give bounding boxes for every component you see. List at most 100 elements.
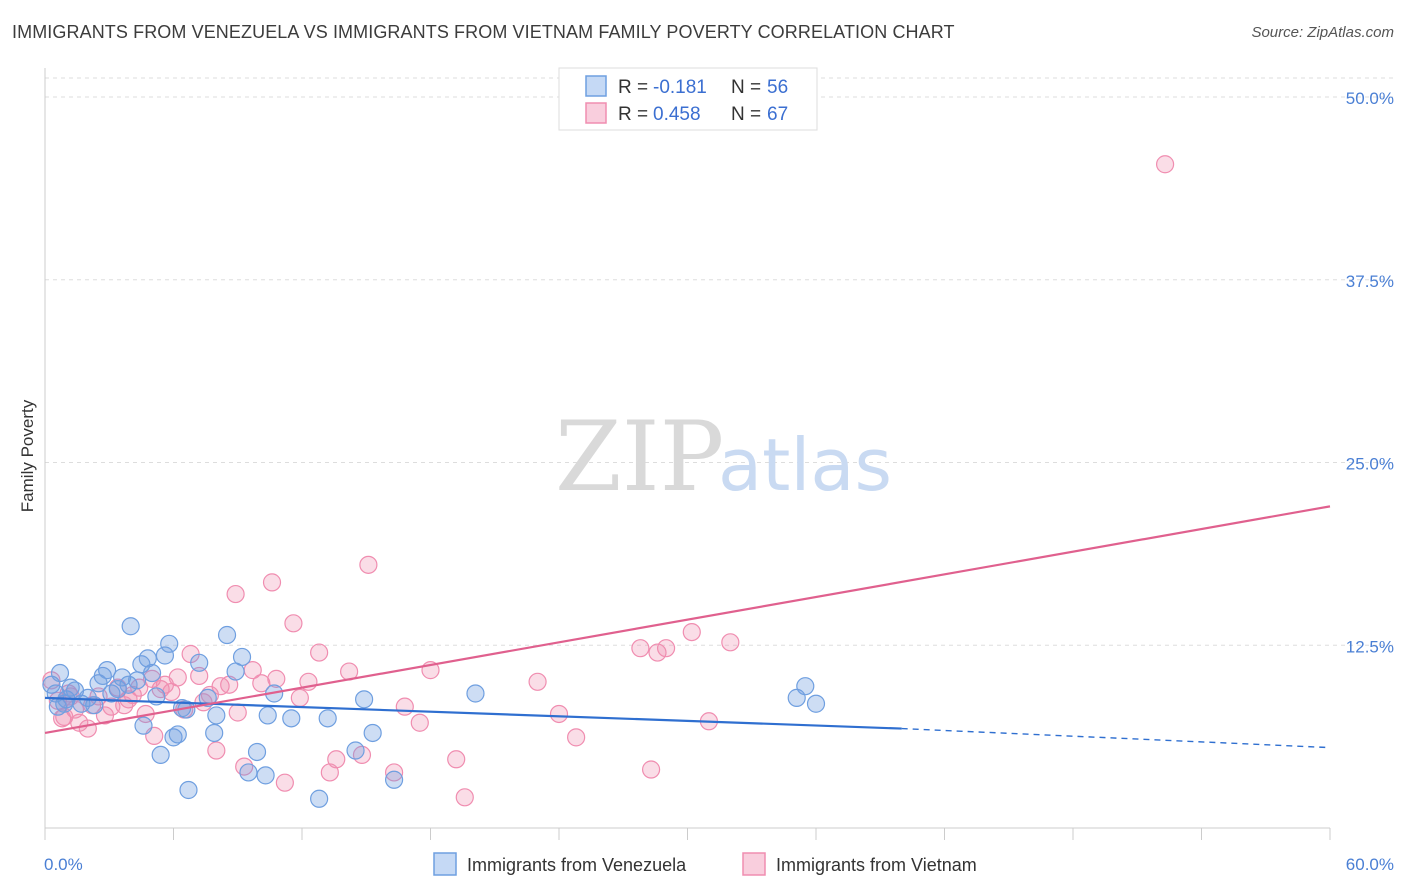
trend-lines bbox=[44, 505, 1331, 749]
point-vietnam bbox=[455, 788, 474, 807]
y-tick-label: 37.5% bbox=[1346, 272, 1394, 291]
x-tick-labels: 0.0% 60.0% bbox=[44, 855, 1394, 874]
point-venezuela bbox=[50, 663, 70, 683]
point-venezuela bbox=[796, 677, 815, 696]
point-venezuela bbox=[108, 680, 127, 699]
x-tick-label-max: 60.0% bbox=[1346, 855, 1394, 874]
point-vietnam bbox=[682, 622, 701, 642]
legend-n-label-venezuela: N = bbox=[731, 77, 761, 98]
point-vietnam bbox=[327, 750, 346, 769]
point-venezuela bbox=[119, 675, 138, 694]
point-venezuela bbox=[355, 690, 374, 709]
point-venezuela bbox=[466, 684, 485, 703]
legend: R = -0.181 N = 56 R = 0.458 N = 67 bbox=[558, 67, 818, 131]
point-venezuela bbox=[198, 688, 217, 707]
trend-line-venezuela-extension bbox=[901, 727, 1331, 749]
watermark-zip: ZIP bbox=[555, 401, 724, 513]
point-venezuela bbox=[179, 780, 198, 800]
point-venezuela bbox=[112, 668, 132, 687]
point-vietnam bbox=[549, 704, 569, 724]
point-venezuela bbox=[138, 649, 157, 668]
point-venezuela bbox=[160, 634, 179, 653]
point-venezuela bbox=[142, 663, 162, 683]
point-venezuela bbox=[384, 770, 404, 789]
point-vietnam bbox=[168, 668, 187, 687]
point-venezuela bbox=[85, 696, 104, 715]
point-vietnam bbox=[130, 678, 149, 697]
point-venezuela bbox=[239, 763, 258, 782]
point-vietnam bbox=[1155, 155, 1175, 174]
bottom-legend-swatch-venezuela bbox=[433, 852, 457, 876]
point-vietnam bbox=[284, 614, 303, 633]
point-venezuela bbox=[318, 709, 337, 728]
point-vietnam bbox=[275, 773, 294, 792]
point-vietnam bbox=[648, 643, 667, 662]
point-venezuela bbox=[98, 661, 117, 680]
point-venezuela bbox=[207, 706, 226, 725]
legend-n-value-venezuela: 56 bbox=[767, 77, 788, 98]
y-axis-label: Family Poverty bbox=[18, 399, 37, 512]
legend-n-value-vietnam: 67 bbox=[767, 104, 788, 125]
legend-r-value-venezuela: -0.181 bbox=[653, 77, 707, 98]
point-vietnam bbox=[262, 573, 282, 592]
y-tick-label: 12.5% bbox=[1346, 637, 1394, 656]
point-venezuela bbox=[217, 625, 237, 645]
point-venezuela bbox=[363, 723, 382, 743]
point-vietnam bbox=[226, 584, 245, 604]
point-venezuela bbox=[247, 742, 267, 762]
point-vietnam bbox=[290, 688, 309, 707]
point-venezuela bbox=[151, 745, 170, 765]
axes bbox=[44, 68, 1331, 840]
point-vietnam bbox=[78, 719, 97, 738]
point-vietnam bbox=[656, 639, 676, 658]
point-vietnam bbox=[207, 741, 226, 760]
legend-r-label-venezuela: R = bbox=[618, 77, 648, 98]
legend-r-value-vietnam: 0.458 bbox=[653, 104, 701, 125]
point-vietnam bbox=[267, 669, 286, 688]
point-venezuela bbox=[282, 709, 301, 728]
source-label: Source: ZipAtlas.com bbox=[1251, 24, 1394, 41]
point-venezuela bbox=[232, 647, 252, 667]
point-vietnam bbox=[310, 643, 329, 662]
x-tick-label-min: 0.0% bbox=[44, 855, 83, 874]
bottom-legend-label-venezuela: Immigrants from Venezuela bbox=[467, 855, 687, 875]
trend-line-venezuela bbox=[44, 696, 902, 730]
legend-swatch-venezuela bbox=[585, 75, 607, 97]
bottom-legend-swatch-vietnam bbox=[742, 852, 766, 876]
point-venezuela bbox=[310, 789, 329, 808]
point-venezuela bbox=[134, 716, 153, 735]
point-vietnam bbox=[228, 703, 247, 722]
point-venezuela bbox=[205, 723, 224, 743]
legend-n-label-vietnam: N = bbox=[731, 104, 761, 125]
point-vietnam bbox=[447, 750, 466, 769]
watermark: ZIP atlas bbox=[555, 401, 892, 513]
y-tick-labels: 12.5% 25.0% 37.5% 50.0% bbox=[1346, 89, 1394, 656]
point-venezuela bbox=[168, 725, 187, 744]
point-venezuela bbox=[78, 688, 97, 707]
point-vietnam bbox=[528, 672, 547, 691]
point-vietnam bbox=[395, 697, 414, 716]
watermark-atlas: atlas bbox=[718, 423, 892, 507]
point-vietnam bbox=[252, 674, 271, 693]
y-tick-label: 50.0% bbox=[1346, 89, 1394, 108]
series-venezuela-points bbox=[42, 617, 826, 808]
bottom-legend-label-vietnam: Immigrants from Vietnam bbox=[776, 855, 977, 875]
point-venezuela bbox=[256, 766, 275, 785]
point-vietnam bbox=[190, 666, 209, 686]
point-vietnam bbox=[359, 555, 378, 574]
point-venezuela bbox=[346, 741, 365, 760]
point-venezuela bbox=[190, 653, 209, 672]
point-vietnam bbox=[631, 639, 650, 658]
point-vietnam bbox=[721, 633, 740, 652]
point-vietnam bbox=[384, 763, 404, 782]
point-vietnam bbox=[53, 709, 72, 728]
trend-line-vietnam bbox=[44, 505, 1331, 735]
point-venezuela bbox=[258, 706, 277, 725]
legend-swatch-vietnam bbox=[585, 102, 607, 124]
point-vietnam bbox=[567, 728, 586, 747]
point-venezuela bbox=[127, 671, 147, 690]
point-venezuela bbox=[806, 694, 826, 713]
point-venezuela bbox=[121, 617, 140, 636]
point-vietnam bbox=[641, 760, 661, 779]
